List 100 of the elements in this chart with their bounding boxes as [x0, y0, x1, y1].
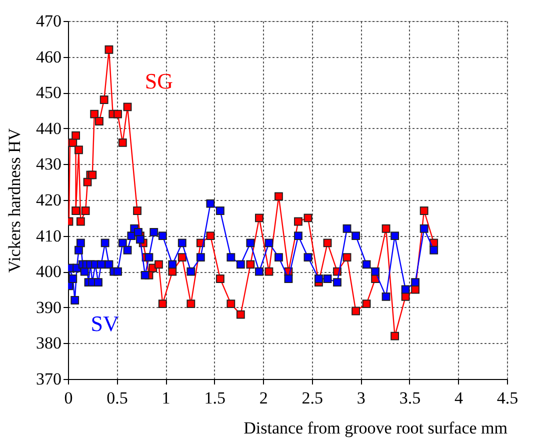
point [255, 267, 264, 276]
point [255, 214, 264, 222]
point [352, 306, 360, 316]
series-label: SV [90, 311, 119, 336]
point [401, 285, 410, 294]
point [134, 228, 142, 236]
point [216, 274, 224, 283]
point [114, 110, 122, 118]
point [168, 260, 177, 269]
point [294, 217, 302, 226]
point [342, 253, 352, 262]
point [68, 274, 78, 283]
point [264, 267, 274, 276]
point [74, 146, 83, 154]
point [104, 260, 114, 269]
series-label: SG [144, 68, 174, 94]
x-tick-label: 1.5 [204, 388, 226, 408]
point [362, 260, 371, 269]
point [420, 206, 428, 215]
point [274, 253, 283, 262]
point [70, 296, 80, 304]
x-tick-label: 2.5 [302, 388, 324, 408]
x-tick-label: 3 [356, 388, 366, 408]
point [95, 117, 104, 126]
point [304, 214, 312, 222]
point [90, 110, 99, 118]
y-tick-label: 430 [36, 154, 62, 174]
point [196, 253, 205, 262]
point [100, 96, 108, 104]
point [236, 260, 245, 269]
point [94, 278, 102, 287]
point [80, 267, 89, 276]
point [226, 300, 236, 308]
point [178, 253, 186, 262]
x-tick-label: 0 [64, 388, 73, 408]
y-tick-label: 390 [36, 298, 62, 317]
point [304, 253, 312, 262]
point [411, 278, 420, 287]
point [371, 267, 380, 276]
point [83, 178, 92, 186]
point [123, 102, 132, 112]
point [168, 267, 177, 276]
point [390, 232, 400, 240]
y-tick-label: 450 [36, 83, 62, 102]
point [144, 253, 154, 262]
y-tick-label: 460 [36, 47, 62, 66]
point [96, 260, 106, 269]
x-axis-title: Distance from groove root surface mm [244, 418, 508, 438]
point [123, 246, 132, 254]
point [72, 131, 80, 140]
point [72, 206, 80, 215]
point [294, 232, 302, 240]
point [401, 292, 410, 301]
point [81, 206, 90, 215]
point [150, 228, 158, 236]
point [382, 224, 390, 233]
y-tick-label: 420 [36, 190, 62, 210]
point [158, 232, 167, 240]
point [140, 270, 150, 280]
point [186, 267, 196, 276]
point [352, 232, 360, 240]
point [133, 206, 142, 215]
point [178, 238, 186, 248]
point [430, 246, 438, 254]
point [216, 206, 224, 215]
point [76, 217, 85, 226]
point [236, 310, 245, 319]
point [314, 274, 323, 283]
point [100, 238, 110, 248]
y-tick-label: 370 [36, 370, 62, 388]
y-tick-label: 410 [36, 226, 62, 246]
y-tick-label: 470 [36, 12, 62, 30]
point [186, 300, 196, 308]
point [136, 235, 144, 244]
point [246, 238, 255, 248]
x-tick-label: 4.5 [496, 388, 518, 408]
point [206, 232, 215, 240]
point [264, 238, 274, 248]
point [323, 238, 332, 248]
y-tick-label: 400 [36, 262, 62, 282]
point [420, 224, 428, 233]
x-tick-label: 4 [454, 388, 464, 408]
x-tick-label: 2 [259, 388, 268, 408]
x-tick-label: 3.5 [399, 388, 421, 408]
point [333, 278, 342, 287]
point [154, 260, 163, 269]
x-tick-label: 1 [162, 388, 170, 408]
point [342, 224, 352, 233]
point [158, 300, 167, 308]
y-axis-title: Vickers hardness HV [5, 128, 24, 273]
point [104, 45, 114, 54]
y-tick-label: 440 [36, 118, 62, 138]
point [74, 246, 83, 254]
point [323, 274, 332, 283]
point [284, 274, 293, 283]
point [118, 238, 127, 248]
point [118, 138, 127, 147]
point [226, 253, 236, 262]
point [246, 260, 255, 269]
point [114, 267, 122, 276]
